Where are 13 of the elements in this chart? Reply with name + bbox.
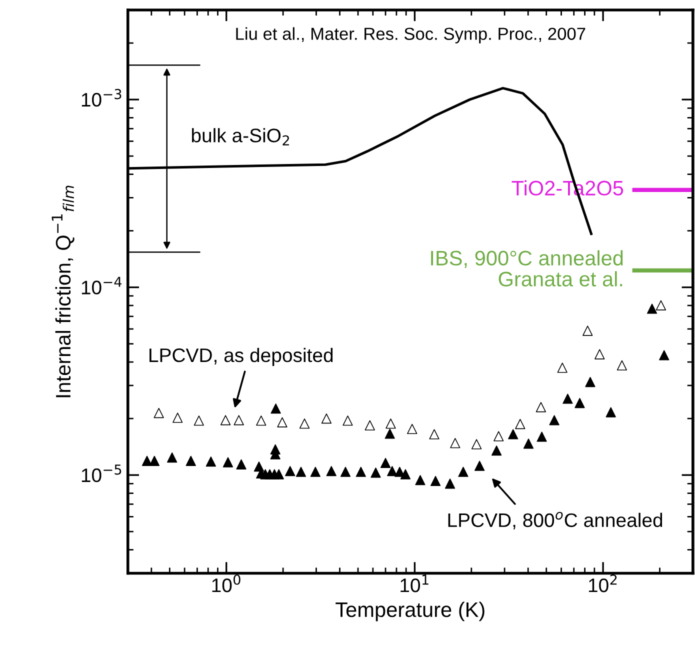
series-label: IBS, 900°C annealed Granata et al. [431, 250, 623, 286]
x-axis-title: Temperature (K) [336, 602, 484, 622]
annotation: bulk a-SiO$_{2}$ [192, 128, 289, 146]
x-tick-label: 10$^{0}$ [212, 574, 240, 592]
x-tick-label: 10$^{2}$ [588, 574, 617, 592]
y-axis-title: Internal friction, Q$^{−1}$$_{film}$ [52, 186, 74, 398]
annotation: Liu et al., Mater. Res. Soc. Symp. Proc., 2007 [236, 27, 586, 44]
y-tick-label: 10$^{−5}$ [82, 464, 122, 482]
y-tick-label: 10$^{−3}$ [82, 88, 122, 107]
annotation: LPCVD, as deposited [150, 348, 333, 366]
annotation: LPCVD, 800$^{o}$C annealed [448, 512, 662, 530]
y-tick-label: 10$^{−4}$ [82, 276, 122, 294]
x-tick-label: 10$^{1}$ [400, 574, 428, 592]
